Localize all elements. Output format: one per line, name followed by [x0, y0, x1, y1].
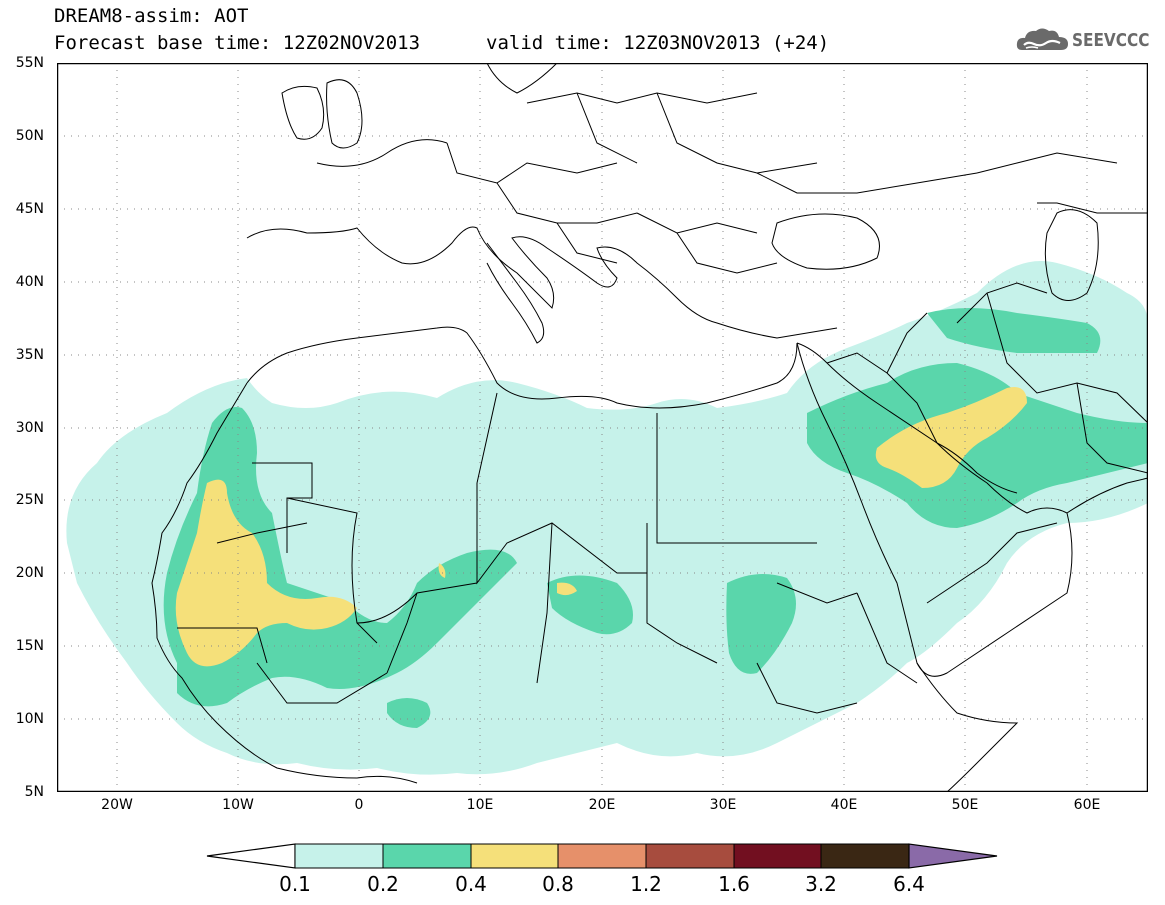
colorbar-label: 3.2 — [805, 872, 837, 896]
colorbar — [205, 840, 1000, 876]
colorbar-label: 0.8 — [542, 872, 574, 896]
lat-label: 25N — [15, 492, 44, 508]
lat-label: 5N — [24, 784, 44, 800]
lon-label: 40E — [830, 797, 858, 813]
colorbar-swatches — [206, 843, 998, 869]
aot-map — [57, 63, 1148, 792]
seevccc-logo: SEEVCCC — [1016, 24, 1163, 56]
colorbar-label: 6.4 — [893, 872, 925, 896]
lon-label: 50E — [951, 797, 979, 813]
colorbar-swatch — [294, 843, 384, 869]
lon-label: 30E — [709, 797, 737, 813]
colorbar-swatch — [557, 843, 647, 869]
colorbar-swatch — [733, 843, 822, 869]
lat-label: 50N — [15, 128, 44, 144]
colorbar-over-arrow — [908, 843, 998, 869]
colorbar-swatch — [645, 843, 735, 869]
coastlines — [151, 63, 1148, 792]
colorbar-label: 0.2 — [367, 872, 399, 896]
cloud-icon — [1016, 28, 1068, 50]
forecast-base-time: Forecast base time: 12Z02NOV2013 — [54, 32, 421, 54]
lon-label: 20E — [588, 797, 616, 813]
map-panel — [57, 63, 1148, 792]
lon-label: 10E — [466, 797, 494, 813]
map-title: DREAM8-assim: AOT — [54, 5, 249, 27]
lat-label: 20N — [15, 565, 44, 581]
lat-label: 10N — [15, 711, 44, 727]
lat-label: 55N — [15, 55, 44, 71]
colorbar-label: 0.1 — [279, 872, 311, 896]
lat-label: 15N — [15, 638, 44, 654]
valid-time: valid time: 12Z03NOV2013 (+24) — [486, 32, 830, 54]
colorbar-label: 1.6 — [718, 872, 750, 896]
graticule — [57, 63, 1148, 792]
lat-label: 40N — [15, 274, 44, 290]
colorbar-swatch — [820, 843, 910, 869]
lon-label: 0 — [354, 797, 364, 813]
colorbar-under-arrow — [206, 843, 296, 869]
lon-label: 60E — [1073, 797, 1101, 813]
lat-label: 35N — [15, 347, 44, 363]
colorbar-label: 1.2 — [630, 872, 662, 896]
logo-text: SEEVCCC — [1072, 29, 1150, 51]
lon-label: 20W — [101, 797, 133, 813]
lon-label: 10W — [222, 797, 254, 813]
lat-label: 45N — [15, 201, 44, 217]
colorbar-swatch — [470, 843, 559, 869]
aot-band-0.4 — [175, 387, 1027, 667]
colorbar-swatch — [382, 843, 472, 869]
lat-label: 30N — [15, 420, 44, 436]
colorbar-label: 0.4 — [455, 872, 487, 896]
